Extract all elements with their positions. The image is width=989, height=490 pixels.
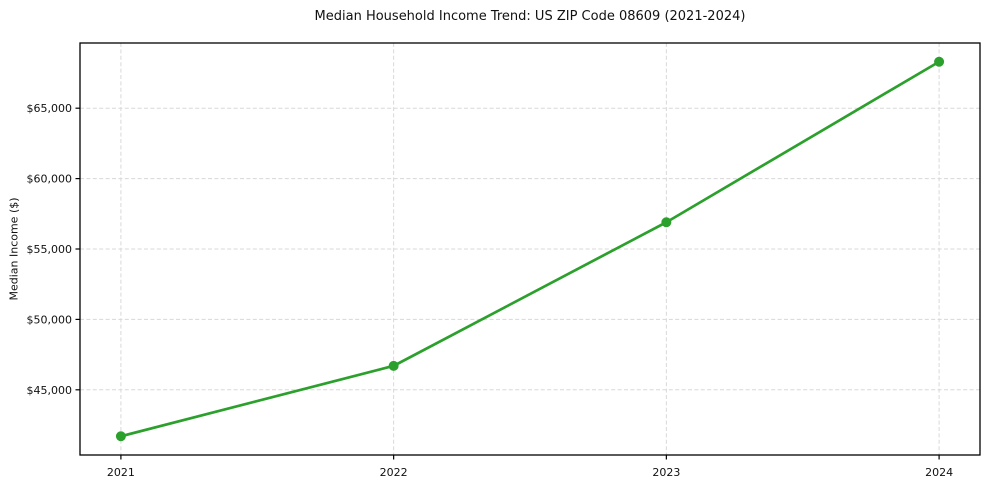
y-tick-label: $55,000	[27, 243, 73, 256]
x-tick-label: 2021	[107, 466, 135, 479]
data-point-2022	[388, 360, 399, 371]
data-point-2021	[115, 431, 126, 442]
data-point-2023	[661, 217, 672, 228]
y-tick-label: $65,000	[27, 102, 73, 115]
x-tick-label: 2024	[925, 466, 953, 479]
chart-title: Median Household Income Trend: US ZIP Co…	[314, 9, 746, 24]
y-tick-label: $45,000	[27, 384, 73, 397]
x-tick-label: 2023	[652, 466, 680, 479]
data-point-2024	[934, 56, 945, 67]
y-tick-label: $50,000	[27, 313, 73, 326]
trend-line	[119, 60, 941, 438]
y-tick-label: $60,000	[27, 173, 73, 186]
x-tick-label: 2022	[380, 466, 408, 479]
